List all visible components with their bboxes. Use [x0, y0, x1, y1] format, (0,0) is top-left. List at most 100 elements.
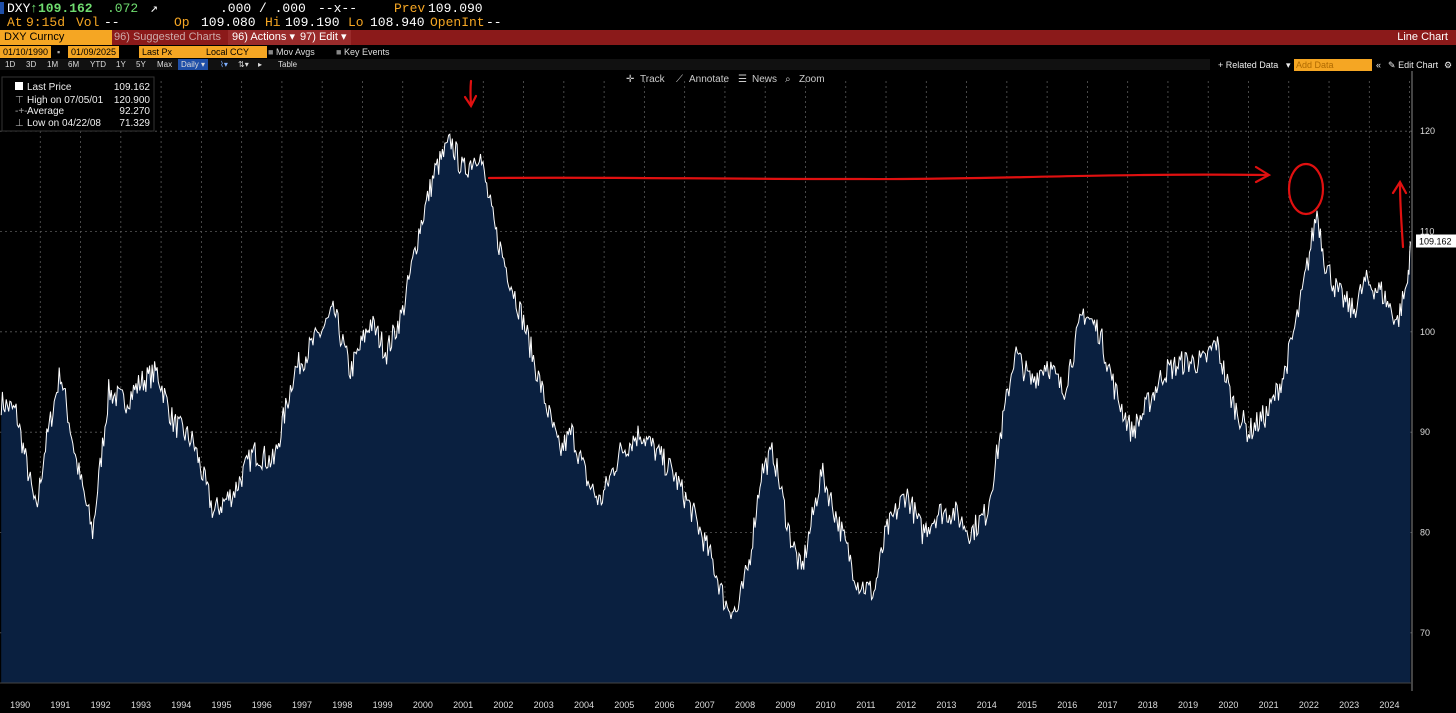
sort-icon[interactable]: ⇅▾ — [238, 60, 249, 69]
chart-style-icon[interactable]: ⌇▾ — [220, 60, 228, 69]
x-tick-label: 2007 — [695, 700, 715, 710]
collapse-icon[interactable]: « — [1376, 60, 1382, 70]
period-3d[interactable]: 3D — [26, 60, 37, 69]
horizontal-arrow-annotation — [487, 173, 1270, 181]
related-data-chevron-icon: ▾ — [1286, 60, 1291, 70]
quote-change: .072 — [107, 1, 139, 16]
news-icon[interactable]: ☰ — [738, 74, 747, 85]
function-bar: DXY Curncy 96) Suggested Charts 96) Acti… — [0, 30, 1456, 45]
edit-button[interactable]: 97) Edit ▾ — [296, 30, 351, 45]
track-icon[interactable]: ✛ — [626, 74, 634, 85]
at-label: At — [7, 15, 23, 30]
checkbox-icon: ■ — [336, 47, 342, 57]
mov-avgs-toggle[interactable]: ■ Mov Avgs — [268, 46, 315, 58]
end-date-field[interactable]: 01/09/2025 — [68, 46, 120, 58]
legend-low-label: Low on 04/22/08 — [27, 118, 101, 129]
y-tick-label: 120 — [1420, 126, 1435, 136]
frequency-select[interactable]: Daily ▾ — [178, 59, 209, 70]
x-tick-label: 2010 — [816, 700, 836, 710]
zoom-icon[interactable]: ⌕ — [785, 74, 791, 85]
zoom-button[interactable]: Zoom — [799, 74, 825, 85]
period-max[interactable]: Max — [157, 60, 173, 69]
suggested-charts-button[interactable]: 96) Suggested Charts — [114, 31, 222, 43]
x-tick-label: 1994 — [171, 700, 191, 710]
start-date-field[interactable]: 01/10/1990 — [0, 46, 52, 58]
x-tick-label: 2015 — [1017, 700, 1037, 710]
y-tick-label: 70 — [1420, 628, 1430, 638]
table-button[interactable]: Table — [278, 60, 298, 69]
openint-label: OpenInt — [430, 15, 485, 30]
track-button[interactable]: Track — [640, 74, 666, 85]
period-1m[interactable]: 1M — [47, 60, 59, 69]
vol-value: -- — [104, 15, 120, 30]
x-tick-label: 2009 — [775, 700, 795, 710]
quote-time: 9:15d — [26, 15, 66, 30]
chart-type-label: Line Chart — [1397, 31, 1448, 43]
quote-header: DXY ↑ 109.162 .072 ↗ .000 / .000 --x-- P… — [0, 0, 1456, 30]
add-data-input[interactable]: Add Data — [1294, 59, 1372, 71]
red-annotations — [463, 79, 1408, 249]
annotate-button[interactable]: Annotate — [689, 74, 729, 85]
x-tick-label: 1998 — [332, 700, 352, 710]
hi-label: Hi — [265, 15, 281, 30]
legend-average-label: Average — [27, 106, 65, 117]
bid-ask: .000 / .000 — [220, 1, 306, 16]
frequency-label: Daily — [181, 60, 199, 69]
x-axis: 1990 1991 1992 1993 1994 1995 1996 1997 1998 1999… — [0, 682, 1412, 710]
uptick-icon: ↑ — [30, 1, 38, 16]
period-5y[interactable]: 5Y — [136, 60, 146, 69]
period-1y[interactable]: 1Y — [116, 60, 126, 69]
key-events-toggle[interactable]: ■ Key Events — [336, 46, 389, 58]
period-6m[interactable]: 6M — [68, 60, 80, 69]
x-tick-label: 2004 — [574, 700, 594, 710]
op-label: Op — [174, 15, 190, 30]
down-arrow-annotation — [469, 79, 473, 107]
security-field[interactable]: DXY Curncy — [0, 30, 112, 45]
x-tick-label: 2023 — [1339, 700, 1359, 710]
related-data-button[interactable]: + Related Data — [1218, 60, 1279, 70]
key-events-label: Key Events — [343, 47, 390, 57]
x-tick-label: 1990 — [10, 700, 30, 710]
legend-high-label: High on 07/05/01 — [27, 95, 104, 106]
more-icon[interactable]: ▸ — [258, 60, 263, 69]
x-tick-label: 2005 — [614, 700, 634, 710]
x-tick-label: 2019 — [1178, 700, 1198, 710]
vol-label: Vol — [76, 15, 100, 30]
bid-ask-size: --x-- — [318, 1, 358, 16]
actions-button[interactable]: 96) Actions ▾ — [228, 30, 300, 45]
pencil-icon: ✎ — [1388, 60, 1396, 70]
x-tick-label: 2020 — [1218, 700, 1238, 710]
gear-icon[interactable]: ⚙ — [1444, 60, 1453, 70]
period-ytd[interactable]: YTD — [90, 60, 106, 69]
period-1d[interactable]: 1D — [5, 60, 16, 69]
up-arrow-head — [1391, 179, 1408, 195]
x-tick-label: 1993 — [131, 700, 151, 710]
x-tick-label: 1999 — [373, 700, 393, 710]
prev-label: Prev — [394, 1, 426, 16]
lo-value: 108.940 — [370, 15, 425, 30]
x-tick-label: 2003 — [534, 700, 554, 710]
x-tick-label: 2012 — [896, 700, 916, 710]
chart-controls: 01/10/1990 ▪ 01/09/2025 Last Px Local CC… — [0, 46, 1456, 71]
quote-price: 109.162 — [38, 1, 93, 16]
edit-chart-button[interactable]: ✎ Edit Chart — [1388, 59, 1438, 71]
currency-select[interactable]: Local CCY — [203, 46, 267, 58]
edit-chart-label: Edit Chart — [1398, 60, 1439, 70]
quote-ticker: DXY — [7, 1, 31, 16]
checkbox-icon: ■ — [268, 47, 274, 57]
legend-average-value: 92.270 — [119, 106, 150, 117]
y-tick-label: 100 — [1420, 327, 1435, 337]
price-chart[interactable]: 70 80 90 100 110 120 1990 1991 1992 1993 1994 1995… — [0, 71, 1456, 713]
down-arrow-head — [463, 94, 478, 109]
x-tick-label: 2000 — [413, 700, 433, 710]
annotate-icon[interactable]: ⟋ — [676, 74, 683, 85]
legend-high-value: 120.900 — [114, 95, 151, 106]
average-marker-icon: -+- — [15, 106, 28, 117]
legend-last-price-value: 109.162 — [114, 82, 151, 93]
chevron-down-icon: ▾ — [340, 31, 347, 43]
mov-avgs-label: Mov Avgs — [275, 47, 315, 57]
field-select[interactable]: Last Px — [139, 46, 203, 58]
x-tick-label: 2024 — [1379, 700, 1399, 710]
last-value-label: 109.162 — [1419, 237, 1452, 247]
news-button[interactable]: News — [752, 74, 777, 85]
